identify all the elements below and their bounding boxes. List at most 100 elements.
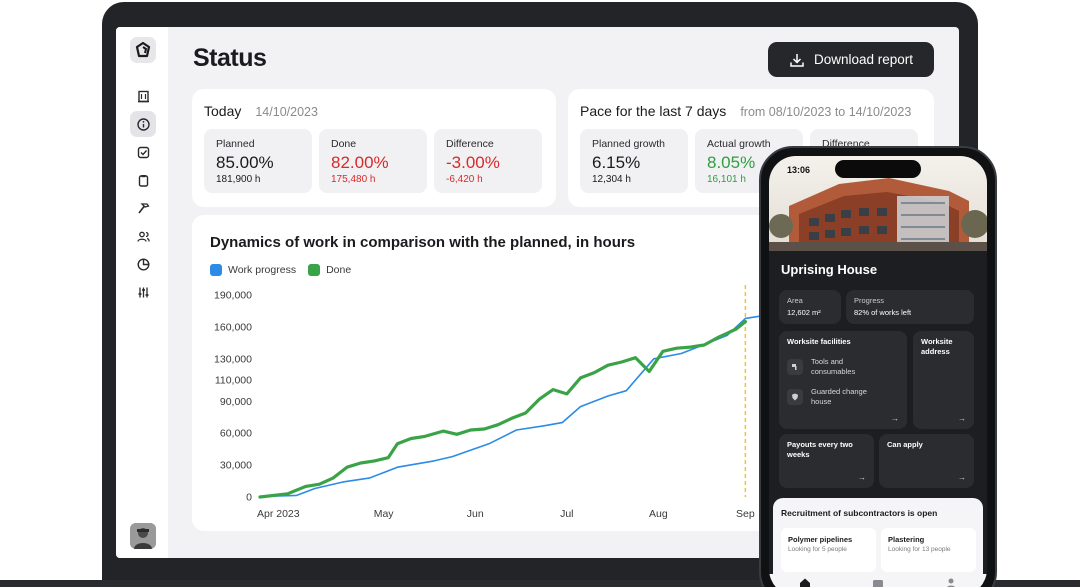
users-icon[interactable] [130,223,156,249]
metric-label: Planned [216,138,255,150]
phone-bottom-nav [769,574,987,587]
metric-sub: 12,304 h [592,174,631,185]
job-title: Plastering [888,535,925,544]
project-title: Uprising House [781,262,878,277]
page-title: Status [193,44,267,72]
pace-title: Pace for the last 7 days [580,103,727,119]
download-report-label: Download report [813,52,914,67]
chart-legend: Work progress Done [210,264,351,276]
today-date: 14/10/2023 [255,105,318,119]
metric-label: Difference [446,138,494,150]
job-sub: Looking for 13 people [888,546,951,553]
metric-sub: 175,480 h [331,174,376,185]
recruitment-sheet: Recruitment of subcontractors is open Po… [773,498,983,587]
phone-notch [835,160,921,178]
today-title: Today [204,103,242,119]
metric-value: 6.15% [592,153,641,172]
series-line-work-progress [259,310,783,498]
legend-label: Work progress [228,264,297,276]
address-title: Worksite address [921,337,953,356]
x-tick-label: Aug [649,508,668,520]
facilities-title: Worksite facilities [787,337,851,346]
metric-value: 82.00% [331,153,389,172]
x-tick-label: Sep [736,508,755,520]
metric-label: Planned growth [592,138,665,150]
chart-title: Dynamics of work in comparison with the … [210,234,636,251]
arrow-right-icon: → [891,414,899,423]
logo-icon[interactable] [130,37,156,63]
building-icon[interactable] [130,83,156,109]
sidebar [116,27,168,558]
hammer-icon[interactable] [130,195,156,221]
metric-sub: 16,101 h [707,174,746,185]
metric-label: Done [331,138,357,150]
arrow-right-icon: → [958,414,966,423]
tools-icon [787,359,803,375]
sliders-icon[interactable] [130,279,156,305]
facility-label: Tools and consumables [811,357,856,376]
phone-time: 13:06 [787,165,811,175]
avatar[interactable] [130,523,156,549]
phone-screen: 13:06 Uprising House Area 12,602 m² Prog… [769,156,987,587]
info-icon[interactable] [130,111,156,137]
profile-icon[interactable] [945,576,957,587]
y-tick-label: 190,000 [214,290,252,302]
download-icon [790,53,804,67]
metric-planned: Planned 85.00% 181,900 h [204,129,312,193]
facility-row: Tools and consumables [787,357,885,377]
check-square-icon[interactable] [130,139,156,165]
recruitment-title: Recruitment of subcontractors is open [781,508,938,518]
metric-sub: 181,900 h [216,174,261,185]
series-line-done [258,319,748,499]
can-apply-tile[interactable]: Can apply → [879,434,974,488]
wallet-icon[interactable] [872,576,884,587]
facility-label: Guarded change house [811,387,867,406]
y-tick-label: 60,000 [220,428,252,440]
job-title: Polymer pipelines [788,535,853,544]
metric-value: -3.00% [446,153,500,172]
x-tick-label: May [374,508,395,520]
y-tick-label: 30,000 [220,460,252,472]
facilities-tile[interactable]: Worksite facilities Tools and consumable… [779,331,907,429]
legend-item-done[interactable]: Done [308,264,351,276]
legend-item-work-progress[interactable]: Work progress [210,264,296,276]
job-card[interactable]: Polymer pipelines Looking for 5 people [781,528,876,572]
y-tick-label: 110,000 [215,375,252,387]
legend-swatch [210,264,222,276]
metric-planned-growth: Planned growth 6.15% 12,304 h [580,129,688,193]
progress-label: Progress [854,296,885,305]
download-report-button[interactable]: Download report [768,42,934,77]
metric-label: Actual growth [707,138,771,150]
building-photo: 13:06 [769,156,987,251]
metric-difference: Difference -3.00% -6,420 h [434,129,542,193]
payouts-title: Payouts every two weeks [787,440,853,459]
clipboard-icon[interactable] [130,167,156,193]
today-card: Today 14/10/2023 Planned 85.00% 181,900 … [192,89,556,207]
arrow-right-icon: → [858,473,866,482]
y-tick-label: 160,000 [214,321,252,333]
home-icon[interactable] [799,576,811,587]
job-sub: Looking for 5 people [788,546,847,553]
address-tile[interactable]: Worksite address → [913,331,974,429]
pace-range: from 08/10/2023 to 14/10/2023 [740,105,912,119]
metric-value: 8.05% [707,153,756,172]
shield-icon [787,389,803,405]
job-card[interactable]: Plastering Looking for 13 people [881,528,976,572]
legend-swatch [308,264,321,276]
y-tick-label: 130,000 [214,353,252,365]
payouts-tile[interactable]: Payouts every two weeks → [779,434,874,488]
can-apply-title: Can apply [887,440,923,449]
x-tick-label: Jul [560,508,573,520]
metric-sub: -6,420 h [446,174,483,185]
phone-frame: 13:06 Uprising House Area 12,602 m² Prog… [759,146,997,587]
laptop-base [0,580,1080,587]
progress-tile[interactable]: Progress 82% of works left [846,290,974,324]
facility-row: Guarded change house [787,387,885,407]
area-tile[interactable]: Area 12,602 m² [779,290,841,324]
legend-label: Done [326,264,352,276]
progress-value: 82% of works left [854,308,912,317]
metric-value: 85.00% [216,153,274,172]
metric-done: Done 82.00% 175,480 h [319,129,427,193]
pie-chart-icon[interactable] [130,251,156,277]
